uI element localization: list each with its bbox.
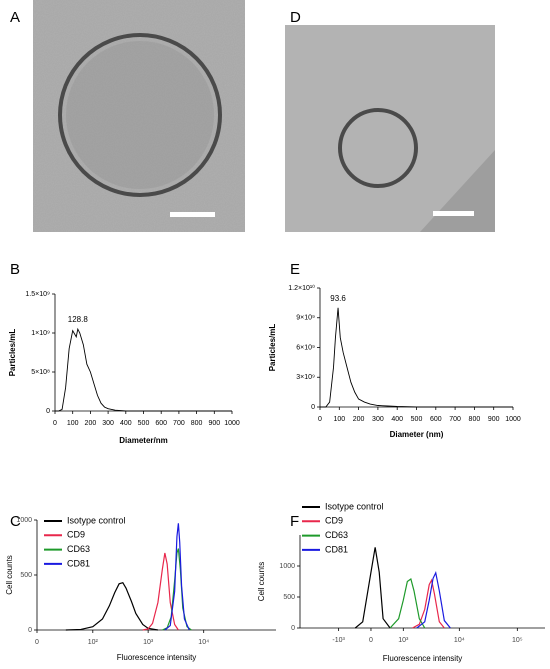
y-tick-label: 0: [291, 625, 295, 632]
x-tick-label: 600: [430, 416, 442, 423]
legend-label: CD81: [67, 558, 90, 568]
y-tick-label: 1.2×10¹⁰: [288, 284, 315, 292]
x-tick-label: 400: [120, 420, 132, 427]
peak-label: 128.8: [68, 315, 89, 324]
y-axis-title: Cell counts: [5, 555, 14, 595]
x-tick-label: 10⁴: [454, 637, 465, 644]
x-tick-label: 0: [318, 416, 322, 423]
x-tick-label: 700: [449, 416, 461, 423]
y-tick-label: 9×10⁹: [296, 315, 315, 322]
histogram-line: [65, 581, 159, 631]
panel-label: A: [10, 9, 20, 26]
micrograph-a: [33, 0, 245, 232]
x-tick-label: 200: [85, 420, 97, 427]
x-tick-label: 500: [411, 416, 423, 423]
y-tick-label: 3×10⁹: [296, 374, 315, 381]
panel-label: B: [10, 261, 20, 278]
x-tick-label: -10³: [332, 637, 345, 644]
x-tick-label: 1000: [505, 416, 521, 423]
x-tick-label: 100: [67, 420, 79, 427]
legend-label: CD9: [325, 516, 343, 526]
peak-label: 93.6: [330, 294, 346, 303]
histogram-line: [412, 578, 445, 629]
x-tick-label: 100: [333, 416, 345, 423]
panel-label: E: [290, 261, 300, 278]
y-tick-label: 0: [28, 627, 32, 634]
histogram-line: [142, 552, 179, 631]
y-tick-label: 1000: [16, 517, 32, 524]
legend-label: CD81: [325, 544, 348, 554]
panel-label: C: [10, 513, 21, 530]
data-line: [320, 307, 513, 408]
y-tick-label: 0: [46, 408, 50, 415]
y-axis-title: Particles/mL: [8, 329, 17, 377]
x-tick-label: 10⁴: [198, 639, 209, 646]
y-tick-label: 1.5×10⁹: [25, 291, 50, 298]
x-axis-title: Diameter/nm: [119, 436, 167, 445]
legend-label: Isotype control: [325, 501, 384, 511]
x-tick-label: 0: [35, 639, 39, 646]
x-tick-label: 300: [102, 420, 114, 427]
legend-label: CD63: [325, 530, 348, 540]
x-tick-label: 0: [369, 637, 373, 644]
x-tick-label: 900: [488, 416, 500, 423]
legend-label: CD63: [67, 544, 90, 554]
legend-label: CD9: [67, 530, 85, 540]
y-axis-title: Particles/mL: [268, 324, 277, 372]
histogram-line: [164, 523, 190, 631]
y-tick-label: 1×10⁹: [31, 330, 50, 337]
x-tick-label: 10²: [88, 639, 99, 646]
y-tick-label: 6×10⁹: [296, 344, 315, 351]
micrograph-d: [285, 25, 495, 232]
x-tick-label: 400: [391, 416, 403, 423]
x-tick-label: 800: [191, 420, 203, 427]
y-axis-title: Cell counts: [257, 562, 266, 602]
data-line: [55, 327, 232, 412]
x-tick-label: 300: [372, 416, 384, 423]
panel-label: D: [290, 9, 301, 26]
x-tick-label: 10³: [398, 637, 409, 644]
x-tick-label: 10³: [143, 639, 154, 646]
x-tick-label: 0: [53, 420, 57, 427]
y-tick-label: 1000: [279, 563, 295, 570]
x-tick-label: 10⁵: [512, 637, 523, 644]
histogram-line: [416, 570, 451, 629]
y-tick-label: 500: [20, 572, 32, 579]
panel-label: F: [290, 513, 299, 530]
x-tick-label: 1000: [224, 420, 240, 427]
x-tick-label: 900: [208, 420, 220, 427]
x-tick-label: 600: [155, 420, 167, 427]
x-axis-title: Diameter (nm): [390, 430, 444, 439]
y-tick-label: 5×10⁸: [31, 369, 50, 376]
y-tick-label: 500: [283, 594, 295, 601]
y-tick-label: 0: [311, 404, 315, 411]
histogram-line: [354, 547, 391, 629]
legend-label: Isotype control: [67, 515, 126, 525]
histogram-line: [389, 578, 426, 629]
x-axis-title: Fluorescence intensity: [117, 653, 197, 662]
x-axis-title: Fluorescence intensity: [383, 654, 463, 663]
x-tick-label: 500: [138, 420, 150, 427]
x-tick-label: 800: [469, 416, 481, 423]
x-tick-label: 700: [173, 420, 185, 427]
x-tick-label: 200: [353, 416, 365, 423]
